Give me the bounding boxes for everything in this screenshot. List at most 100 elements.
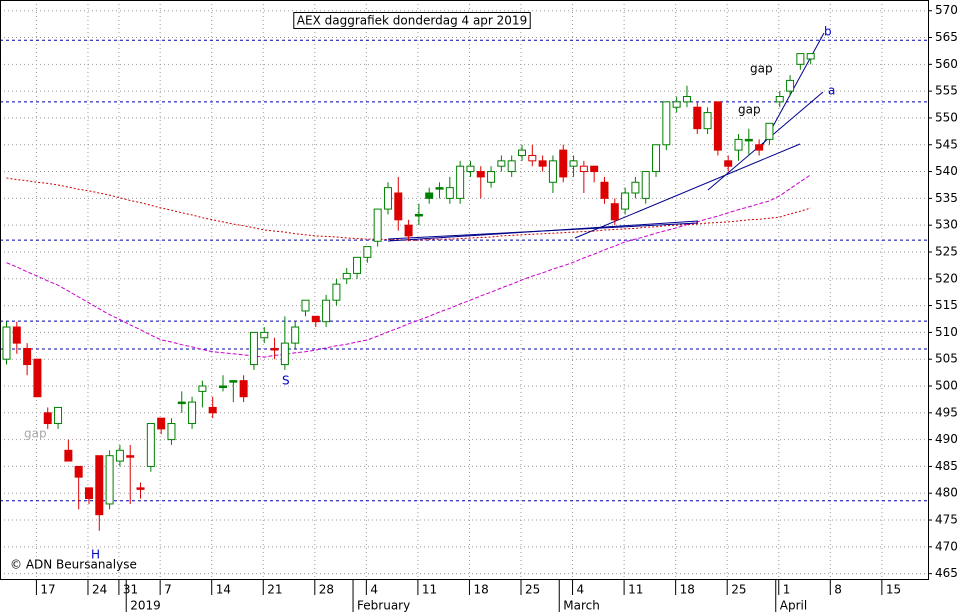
trend-line (574, 143, 801, 239)
candle-body (322, 299, 331, 323)
candle-body (342, 272, 351, 280)
candle-body (476, 171, 485, 178)
candle-body (74, 465, 83, 478)
candle-body (280, 342, 289, 366)
x-tick-label: 4 (577, 583, 585, 597)
candle-body (528, 154, 537, 162)
copyright: © ADN Beursanalyse (10, 558, 137, 572)
x-tick-label: 18 (473, 583, 488, 597)
candle-body (765, 122, 774, 140)
y-tick-label: 500 (935, 379, 958, 393)
candle-body (136, 487, 145, 490)
candle-body (641, 171, 650, 199)
y-tick-label: 515 (935, 298, 958, 312)
month-label: February (357, 599, 410, 612)
candle-body (755, 144, 764, 151)
x-tick-label: 28 (319, 583, 334, 597)
candle-body (631, 181, 640, 194)
candle-body (363, 246, 372, 258)
candle-body (249, 331, 258, 366)
x-tick-label: 4 (370, 583, 378, 597)
candle-body (229, 380, 238, 383)
candle-body (373, 208, 382, 242)
y-tick-label: 525 (935, 244, 958, 258)
y-tick-label: 530 (935, 218, 958, 232)
candle-body (219, 385, 228, 388)
plot-frame (0, 0, 929, 580)
candle-body (291, 326, 300, 344)
candle-body (394, 192, 403, 221)
candle-body (311, 315, 320, 323)
x-tick-label: 14 (216, 583, 231, 597)
candle-body (167, 423, 176, 441)
candle-body (456, 165, 465, 199)
x-tick-label: 7 (164, 583, 172, 597)
x-tick-label: 25 (525, 583, 540, 597)
candle-body (270, 347, 279, 351)
candle-body (775, 96, 784, 103)
candle-body (2, 326, 11, 360)
y-tick-label: 470 (935, 539, 958, 553)
candle-body (126, 455, 135, 458)
candle-body (652, 144, 661, 173)
candle-body (724, 160, 733, 167)
candle-body (425, 192, 434, 199)
month-label: April (780, 599, 807, 612)
annotation: b (824, 25, 832, 39)
candle-body (590, 165, 599, 173)
candle-body (383, 187, 392, 210)
candle-body (301, 299, 310, 312)
y-tick-label: 505 (935, 352, 958, 366)
candle-body (713, 101, 722, 151)
candle-body (105, 455, 114, 505)
candle-body (466, 165, 475, 173)
candle-body (744, 138, 753, 142)
candle-body (414, 213, 423, 217)
y-tick-label: 510 (935, 325, 958, 339)
x-tick-label: 21 (267, 583, 282, 597)
y-tick-label: 465 (935, 566, 958, 580)
candle-body (64, 449, 73, 462)
candle-body (538, 160, 547, 167)
y-tick-label: 540 (935, 164, 958, 178)
candle-body (198, 385, 207, 392)
y-tick-label: 475 (935, 513, 958, 527)
trend-line (707, 91, 824, 191)
candle-body (23, 347, 32, 366)
candle-body (177, 401, 186, 405)
annotation: H (91, 548, 100, 562)
x-tick-label: 8 (834, 583, 842, 597)
month-label: 2019 (130, 599, 161, 612)
candle-body (569, 160, 578, 167)
candle-body (806, 53, 815, 60)
x-tick-label: 11 (422, 583, 437, 597)
candle-body (507, 160, 516, 173)
title-box (293, 12, 531, 29)
y-tick-label: 485 (935, 459, 958, 473)
moving-average (6, 174, 811, 358)
candle-body (600, 181, 609, 199)
candle-body (84, 487, 93, 500)
annotation: gap (738, 103, 761, 117)
candle-body (662, 101, 671, 146)
x-tick-label: 11 (628, 583, 643, 597)
y-tick-label: 555 (935, 84, 958, 98)
candle-body (146, 423, 155, 467)
annotation: gap (750, 62, 773, 76)
candle-body (54, 406, 63, 425)
candle-body (734, 138, 743, 151)
candle-body (95, 455, 104, 516)
y-tick-label: 535 (935, 191, 958, 205)
candle-body (497, 160, 506, 167)
x-tick-label: 15 (886, 583, 901, 597)
candle-body (559, 149, 568, 178)
candle-body (487, 171, 496, 183)
candle-body (579, 165, 588, 173)
candle-body (703, 112, 712, 130)
y-tick-label: 480 (935, 486, 958, 500)
candle-body (353, 256, 362, 274)
y-tick-label: 560 (935, 57, 958, 71)
y-tick-label: 565 (935, 30, 958, 44)
y-tick-label: 570 (935, 3, 958, 17)
